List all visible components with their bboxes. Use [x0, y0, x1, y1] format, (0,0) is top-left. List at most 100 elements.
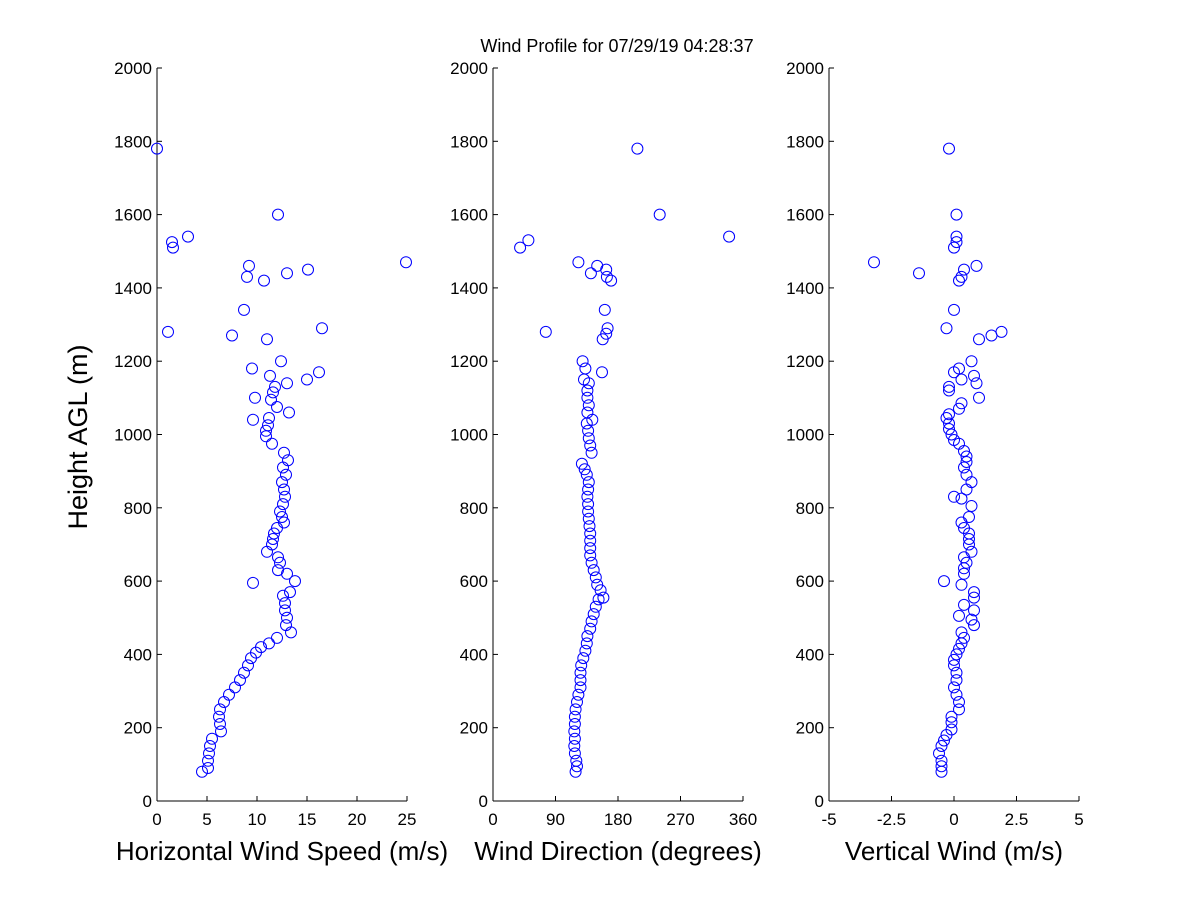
data-point: [945, 723, 958, 736]
data-point: [281, 267, 293, 280]
data-point: [585, 446, 598, 459]
y-tick-label: 1400: [114, 279, 152, 298]
data-point: [950, 666, 963, 679]
data-point: [950, 648, 963, 661]
data-point: [600, 270, 613, 283]
data-point: [950, 236, 963, 249]
x-tick-label: 360: [729, 810, 757, 829]
data-point: [968, 591, 980, 604]
data-point: [272, 564, 284, 577]
data-point: [578, 463, 591, 476]
x-tick-label: 25: [398, 810, 417, 829]
data-point: [167, 241, 179, 254]
data-point: [568, 740, 581, 752]
data-point: [587, 564, 600, 577]
data-point: [592, 593, 605, 606]
y-tick-label: 600: [460, 572, 488, 591]
data-point: [953, 696, 965, 708]
data-point: [582, 505, 595, 518]
panel-3: 0 200 400 600 800 1000 1200 1400 1600 1800 2000 -5 -…: [786, 59, 1084, 866]
data-point: [950, 230, 963, 243]
data-point: [970, 259, 983, 272]
y-tick-label: 1800: [786, 132, 824, 151]
data-point: [262, 419, 274, 432]
data-point: [568, 725, 581, 738]
data-point: [585, 556, 598, 569]
data-point: [965, 613, 978, 626]
figure-title: Wind Profile for 07/29/19 04:28:37: [480, 36, 753, 56]
data-point: [973, 333, 985, 346]
data-point: [935, 740, 948, 752]
data-point: [953, 703, 965, 716]
data-point: [581, 406, 594, 419]
data-point: [206, 732, 218, 745]
y-tick-label: 200: [124, 719, 152, 738]
data-point: [955, 270, 968, 283]
data-point: [302, 263, 314, 276]
data-point: [958, 461, 970, 474]
data-point: [948, 681, 960, 694]
data-point: [267, 533, 279, 545]
data-point: [301, 373, 313, 386]
data-point: [279, 604, 291, 617]
data-point: [283, 406, 295, 419]
x-axis-label: Wind Direction (degrees): [474, 836, 762, 866]
data-point: [255, 641, 267, 654]
data-point: [569, 703, 582, 716]
data-point: [268, 527, 280, 540]
data-point: [570, 754, 583, 767]
data-point: [943, 423, 955, 435]
data-point: [968, 369, 980, 382]
data-point: [575, 659, 588, 672]
y-tick-label: 1600: [786, 206, 824, 225]
data-point: [234, 674, 246, 687]
data-point: [943, 417, 955, 430]
x-tick-label: 90: [546, 810, 565, 829]
data-point: [965, 355, 978, 368]
data-point: [261, 333, 273, 346]
x-tick-label: 2.5: [1005, 810, 1029, 829]
data-point: [272, 208, 284, 221]
data-point: [955, 626, 968, 639]
data-point: [958, 263, 970, 276]
data-point: [578, 373, 590, 386]
data-point: [596, 366, 608, 379]
data-point: [568, 710, 581, 723]
x-tick-label: 0: [152, 810, 161, 829]
data-point: [965, 476, 978, 489]
data-point: [953, 362, 965, 375]
data-point: [568, 718, 581, 730]
data-point: [574, 674, 587, 687]
data-point: [948, 241, 960, 254]
data-point: [214, 703, 226, 716]
x-tick-label: 5: [202, 810, 211, 829]
y-tick-label: 400: [460, 645, 488, 664]
data-point: [238, 666, 250, 679]
data-point: [953, 609, 965, 622]
x-tick-label: 15: [298, 810, 317, 829]
data-point: [584, 267, 597, 280]
data-point: [579, 362, 592, 375]
data-point: [970, 377, 983, 390]
y-tick-label: 800: [796, 499, 824, 518]
data-point: [582, 424, 595, 437]
y-tick-label: 1200: [786, 352, 824, 371]
data-point: [584, 527, 597, 540]
y-tick-label: 2000: [114, 59, 152, 78]
data-point: [973, 391, 985, 404]
y-tick-label: 1400: [450, 279, 488, 298]
data-point: [955, 397, 968, 410]
data-point: [274, 505, 286, 518]
data-point: [968, 586, 980, 599]
data-point: [583, 520, 596, 533]
data-point: [581, 490, 594, 503]
data-point: [955, 578, 968, 591]
data-point: [948, 659, 960, 672]
data-point: [584, 549, 597, 562]
y-tick-label: 1800: [450, 132, 488, 151]
data-point: [945, 716, 958, 729]
data-point: [653, 208, 666, 221]
y-tick-label: 600: [796, 572, 824, 591]
y-tick-label: 1600: [114, 206, 152, 225]
